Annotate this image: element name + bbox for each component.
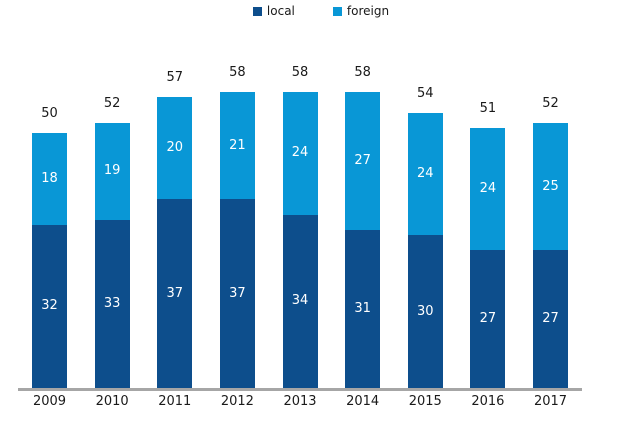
bar-segment-local xyxy=(32,224,67,388)
bar-segment-local xyxy=(533,250,568,388)
bar-segment-local xyxy=(470,250,506,388)
local-value-label: 27 xyxy=(542,311,559,327)
x-tick-label: 2015 xyxy=(408,394,442,409)
foreign-value-label: 27 xyxy=(354,153,371,169)
foreign-value-label: 20 xyxy=(166,140,184,156)
x-tick-label: 2016 xyxy=(471,394,505,409)
bar-segment-foreign xyxy=(533,122,568,251)
foreign-value-label: 24 xyxy=(479,181,497,197)
bar-segment-foreign xyxy=(407,112,443,235)
local-series-swatch-icon xyxy=(252,6,262,16)
local-value-label: 37 xyxy=(166,285,184,301)
legend-item-local: local xyxy=(252,4,295,18)
legend: local foreign xyxy=(0,4,642,18)
x-tick-label: 2009 xyxy=(32,394,67,409)
bar-segment-foreign xyxy=(345,92,381,230)
total-value-label: 57 xyxy=(166,70,184,86)
bar-segment-foreign xyxy=(157,97,193,200)
total-value-label: 58 xyxy=(291,65,309,81)
local-value-label: 27 xyxy=(479,311,497,327)
foreign-value-label: 19 xyxy=(103,163,121,179)
foreign-value-label: 24 xyxy=(291,145,309,161)
bar-segment-foreign xyxy=(282,92,318,215)
bar-segment-local xyxy=(282,214,318,388)
local-value-label: 34 xyxy=(291,293,309,309)
bar-segment-local xyxy=(157,199,193,388)
bar-segment-foreign xyxy=(94,122,130,220)
x-tick-label: 2013 xyxy=(283,394,317,409)
legend-label-local: local xyxy=(266,4,295,18)
bar-segment-local xyxy=(94,219,130,388)
bar-segment-local xyxy=(407,235,443,388)
foreign-value-label: 21 xyxy=(229,137,246,153)
x-tick-label: 2014 xyxy=(346,394,380,409)
total-value-label: 58 xyxy=(229,65,246,81)
foreign-value-label: 18 xyxy=(41,170,58,186)
bar-segment-foreign xyxy=(470,127,506,251)
foreign-value-label: 24 xyxy=(416,165,434,181)
legend-label-foreign: foreign xyxy=(346,4,390,18)
x-axis-line xyxy=(18,388,582,391)
local-value-label: 37 xyxy=(229,285,246,301)
total-value-label: 52 xyxy=(103,95,121,111)
x-tick-label: 2017 xyxy=(533,394,568,409)
bar-segment-foreign xyxy=(219,92,255,200)
foreign-series-swatch-icon xyxy=(332,6,342,16)
bar-segment-local xyxy=(345,229,381,388)
total-value-label: 54 xyxy=(416,85,434,101)
local-value-label: 32 xyxy=(41,298,58,314)
total-value-label: 52 xyxy=(542,95,559,111)
legend-item-foreign: foreign xyxy=(332,4,390,18)
x-tick-label: 2011 xyxy=(158,394,192,409)
x-tick-label: 2010 xyxy=(95,394,129,409)
total-value-label: 51 xyxy=(479,100,497,116)
x-tick-label: 2012 xyxy=(220,394,254,409)
total-value-label: 50 xyxy=(41,106,58,121)
total-value-label: 58 xyxy=(354,65,371,81)
local-value-label: 30 xyxy=(416,303,434,319)
bar-segment-foreign xyxy=(32,133,67,225)
foreign-value-label: 25 xyxy=(542,178,559,194)
local-value-label: 33 xyxy=(103,295,121,311)
bar-segment-local xyxy=(219,199,255,388)
local-value-label: 31 xyxy=(354,300,371,316)
